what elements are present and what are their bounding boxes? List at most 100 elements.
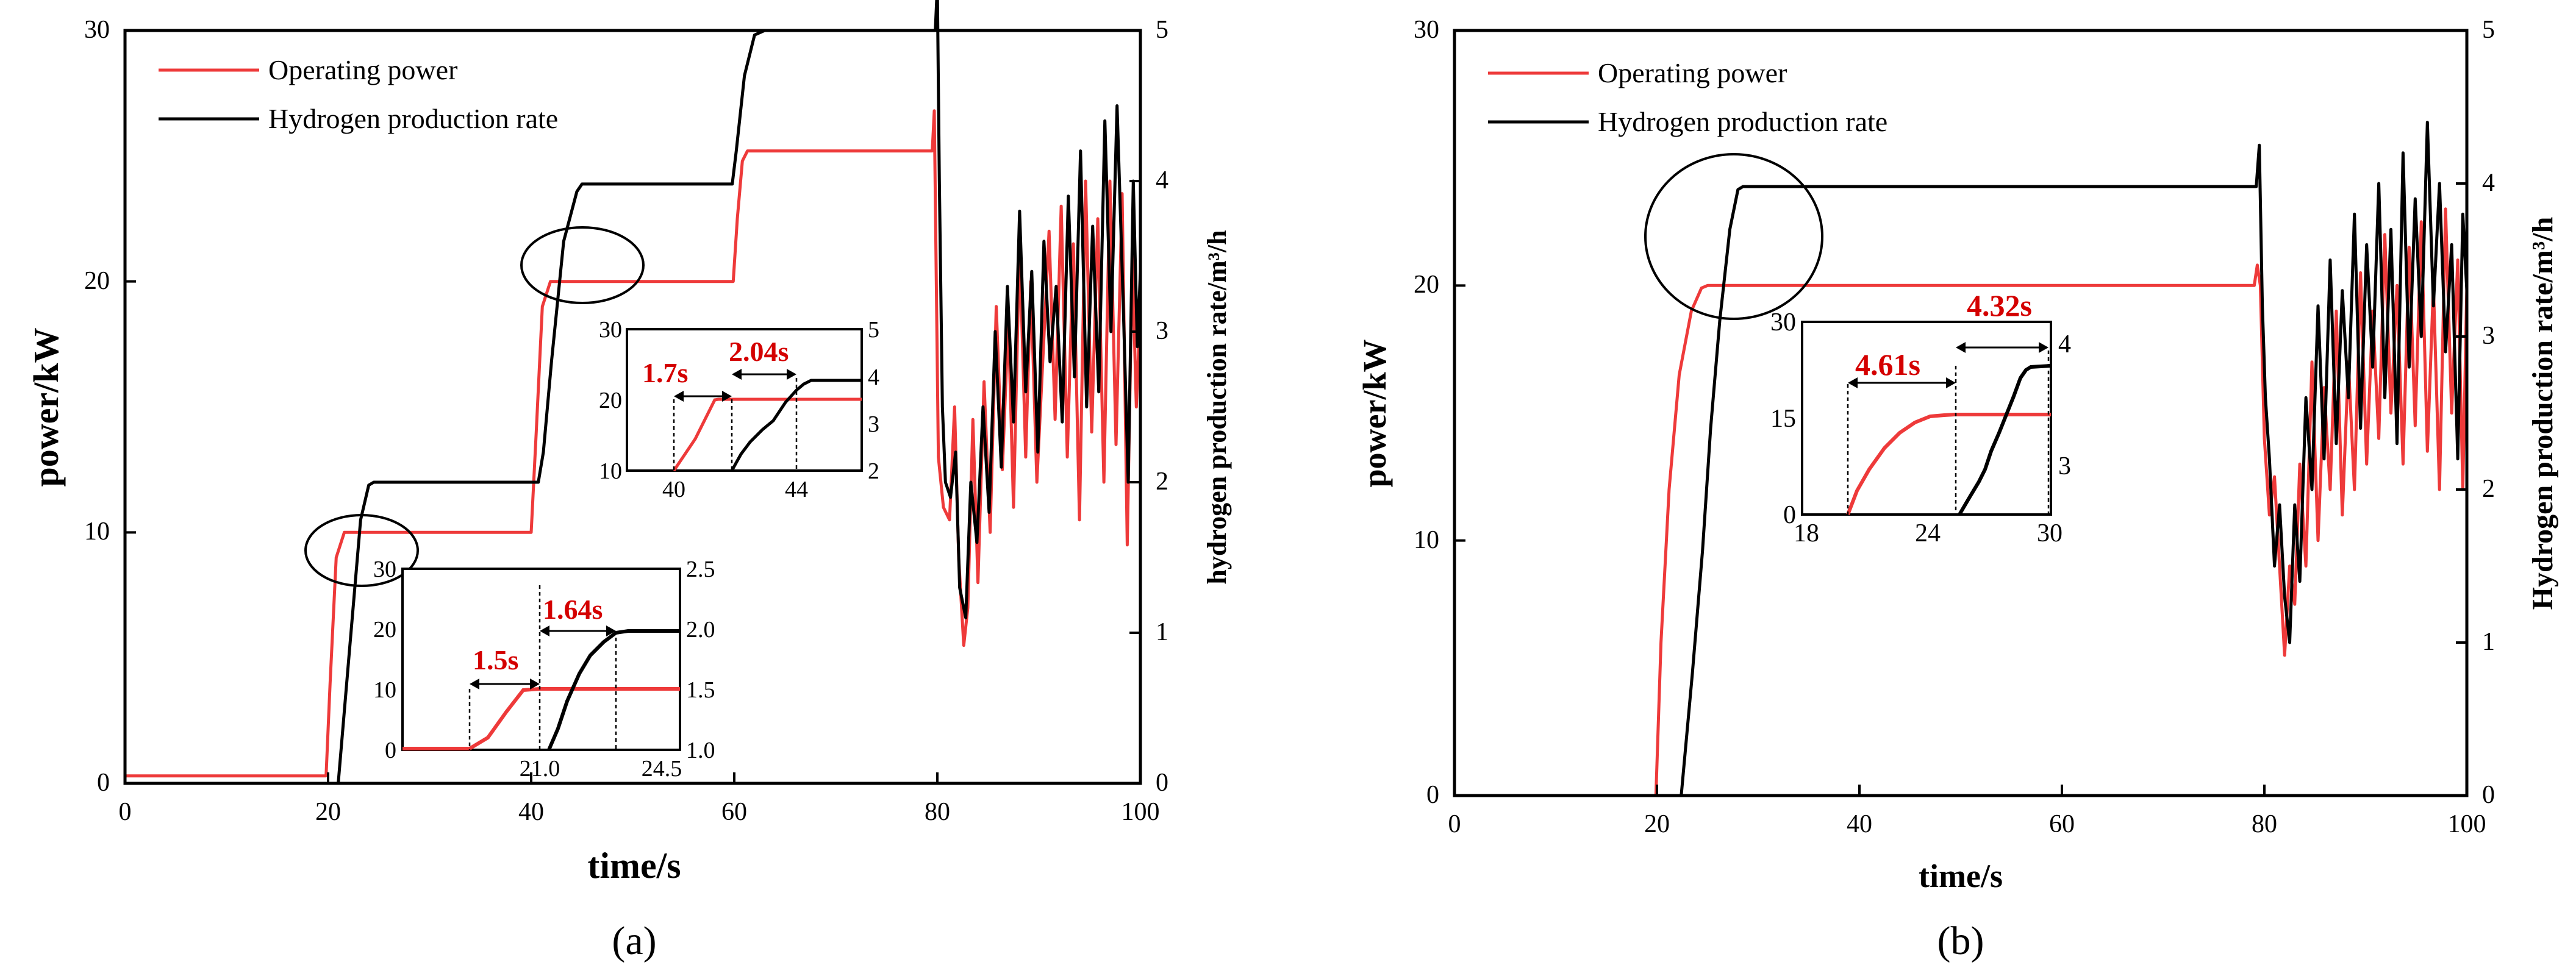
inset-ytick-right: 3 [868,411,879,437]
panel-a-ticks [124,29,1142,785]
inset-power-line [672,397,862,472]
inset-arrowhead [540,625,549,636]
inset-ytick-right: 1.5 [686,677,715,703]
panel-a-xtick: 80 [925,798,950,826]
inset-frame [1801,321,2052,516]
panel-a-frame [123,29,1142,785]
inset-ytick-right: 3 [2058,452,2071,480]
inset-ytick-left: 0 [1783,501,1796,529]
inset-xtick: 24 [1915,519,1941,547]
panel-a-xtick: 20 [315,798,341,826]
panel-b-xtick: 20 [1644,810,1670,838]
panel-a-xtick: 0 [119,798,132,826]
panel-b-xtick: 40 [1847,810,1872,838]
legend-label-hydrogen: Hydrogen production rate [1598,106,1887,137]
inset-ytick-left: 20 [599,388,622,413]
panel-b-ylabel-right: Hydrogen production rate/m³/h [2527,217,2559,610]
panel-b-xlabel: time/s [1919,858,2003,894]
panel-a-ytick-right: 4 [1156,166,1168,194]
inset-arrowhead [1848,377,1858,388]
inset-ytick-left: 30 [373,557,396,582]
inset-arrowhead [722,391,732,402]
inset-annotation: 1.64s [543,594,603,625]
highlight-ellipse [304,514,419,587]
panel-b-ytick-right: 3 [2482,322,2495,350]
panel-b-ytick-right: 0 [2482,781,2495,809]
inset-annotation: 4.32s [1967,288,2032,322]
panel-b-ytick-right: 4 [2482,169,2495,197]
panel-a-ytick-left: 10 [84,518,110,546]
inset-xtick: 24.5 [642,756,682,782]
panel-a-series-hydrogen [125,0,1142,785]
panel-b-ytick-right: 5 [2482,16,2495,44]
panel-b-ticks [1453,29,2468,797]
panel-a-ytick-left: 20 [84,267,110,295]
inset-ytick-right: 1.0 [686,738,715,763]
inset-frame [401,568,681,751]
panel-a-xtick: 100 [1122,798,1160,826]
inset-ytick-right: 4 [868,365,879,390]
inset-ytick-right: 4 [2058,330,2071,358]
panel-b-xtick: 60 [2049,810,2075,838]
inset-hydrogen-line [1958,364,2052,516]
panel-b-series-power [1654,207,2469,796]
panel-a-xtick: 40 [518,798,544,826]
panel-b-xtick: 80 [2252,810,2277,838]
panel-a-ylabel-right: hydrogen production rate/m³/h [1202,230,1232,584]
inset-arrowhead [470,679,479,689]
panel-b-ytick-left: 30 [1414,16,1439,44]
inset-xtick: 21.0 [520,756,560,782]
inset-ytick-left: 20 [373,617,396,643]
inset-xtick: 44 [785,477,808,502]
panel-b-series [1654,121,2469,796]
panel-a-xlabel: time/s [587,846,681,886]
inset-ytick-right: 5 [868,317,879,343]
inset-arrowhead [606,625,616,636]
inset-arrowhead [732,369,742,380]
panel-a-series [125,0,1142,785]
inset-ytick-left: 15 [1770,405,1796,433]
legend-label-hydrogen: Hydrogen production rate [268,103,558,134]
panel-a-ytick-right: 5 [1156,16,1168,44]
highlight-ellipse [1644,153,1823,320]
inset-power-line [1846,413,2051,516]
inset-hydrogen-line [730,379,862,472]
panel-b-xtick: 0 [1448,810,1461,838]
panel-a-ytick-right: 0 [1156,769,1168,797]
inset-arrowhead [787,369,796,380]
panel-a: 0 20 40 60 80 100 0 10 20 30 0 1 2 3 4 5… [26,0,1232,963]
legend-label-power: Operating power [1598,57,1787,88]
inset-xtick: 30 [2037,519,2063,547]
inset-ytick-right: 2.0 [686,617,715,643]
inset-arrowhead [1956,342,1966,353]
inset-annotation: 4.61s [1855,347,1920,382]
inset-ytick-right: 2 [868,458,879,484]
inset-annotation: 1.7s [642,357,688,388]
panel-a-ytick-right: 1 [1156,618,1168,646]
panel-b: 0 20 40 60 80 100 0 10 20 30 0 1 2 3 4 5… [1356,16,2559,963]
panel-b-frame [1453,29,2469,797]
panel-b-xtick: 100 [2448,810,2486,838]
inset-ytick-left: 0 [385,738,396,763]
inset-arrowhead [530,679,540,689]
inset-ytick-left: 30 [599,317,622,343]
inset-hydrogen-line [547,629,680,751]
panel-a-ytick-right: 2 [1156,468,1168,496]
panel-b-inset: 4.61s 4.32s 18 24 30 0 15 30 3 4 [1770,288,2071,547]
panel-b-ylabel-left: power/kW [1356,340,1393,488]
inset-arrowhead [1946,377,1956,388]
inset-ytick-left: 10 [599,458,622,484]
inset-ytick-right: 2.5 [686,557,715,582]
inset-annotation: 2.04s [729,336,789,367]
inset-xtick: 40 [662,477,685,502]
inset-xtick: 18 [1794,519,1819,547]
inset-ytick-left: 30 [1770,308,1796,337]
panel-b-label: (b) [1937,919,1984,963]
panel-b-ytick-right: 1 [2482,628,2495,656]
panel-b-ytick-left: 20 [1414,271,1439,299]
panel-b-ytick-right: 2 [2482,475,2495,503]
panel-a-inset-2: 1.5s 1.64s 21.0 24.5 0 10 20 30 1.0 1.5 … [373,557,715,782]
panel-b-series-hydrogen [1680,121,2469,796]
panel-a-ytick-right: 3 [1156,317,1168,345]
